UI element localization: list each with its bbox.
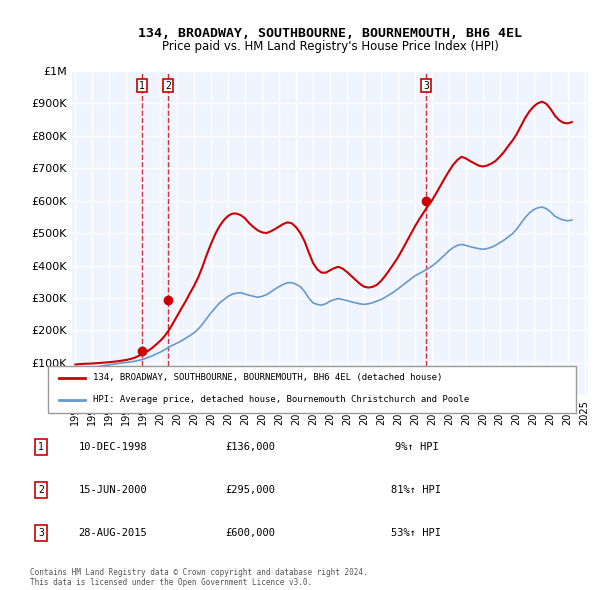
Text: 134, BROADWAY, SOUTHBOURNE, BOURNEMOUTH, BH6 4EL: 134, BROADWAY, SOUTHBOURNE, BOURNEMOUTH,… xyxy=(138,27,522,40)
Text: 28-AUG-2015: 28-AUG-2015 xyxy=(79,527,147,537)
Text: £136,000: £136,000 xyxy=(226,442,276,452)
Text: £600,000: £600,000 xyxy=(226,527,276,537)
FancyBboxPatch shape xyxy=(48,366,576,413)
Text: 3: 3 xyxy=(38,527,44,537)
Text: Price paid vs. HM Land Registry's House Price Index (HPI): Price paid vs. HM Land Registry's House … xyxy=(161,40,499,53)
Text: 53%↑ HPI: 53%↑ HPI xyxy=(391,527,442,537)
Text: HPI: Average price, detached house, Bournemouth Christchurch and Poole: HPI: Average price, detached house, Bour… xyxy=(93,395,469,404)
Text: £295,000: £295,000 xyxy=(226,485,276,494)
Text: 10-DEC-1998: 10-DEC-1998 xyxy=(79,442,147,452)
Text: 2: 2 xyxy=(165,80,171,90)
Text: 1: 1 xyxy=(38,442,44,452)
Text: 81%↑ HPI: 81%↑ HPI xyxy=(391,485,442,494)
Text: 3: 3 xyxy=(423,80,429,90)
Text: 15-JUN-2000: 15-JUN-2000 xyxy=(79,485,147,494)
Text: 1: 1 xyxy=(139,80,145,90)
Text: 2: 2 xyxy=(38,485,44,494)
Text: Contains HM Land Registry data © Crown copyright and database right 2024.
This d: Contains HM Land Registry data © Crown c… xyxy=(30,568,368,587)
Text: 9%↑ HPI: 9%↑ HPI xyxy=(395,442,438,452)
Text: 134, BROADWAY, SOUTHBOURNE, BOURNEMOUTH, BH6 4EL (detached house): 134, BROADWAY, SOUTHBOURNE, BOURNEMOUTH,… xyxy=(93,373,442,382)
